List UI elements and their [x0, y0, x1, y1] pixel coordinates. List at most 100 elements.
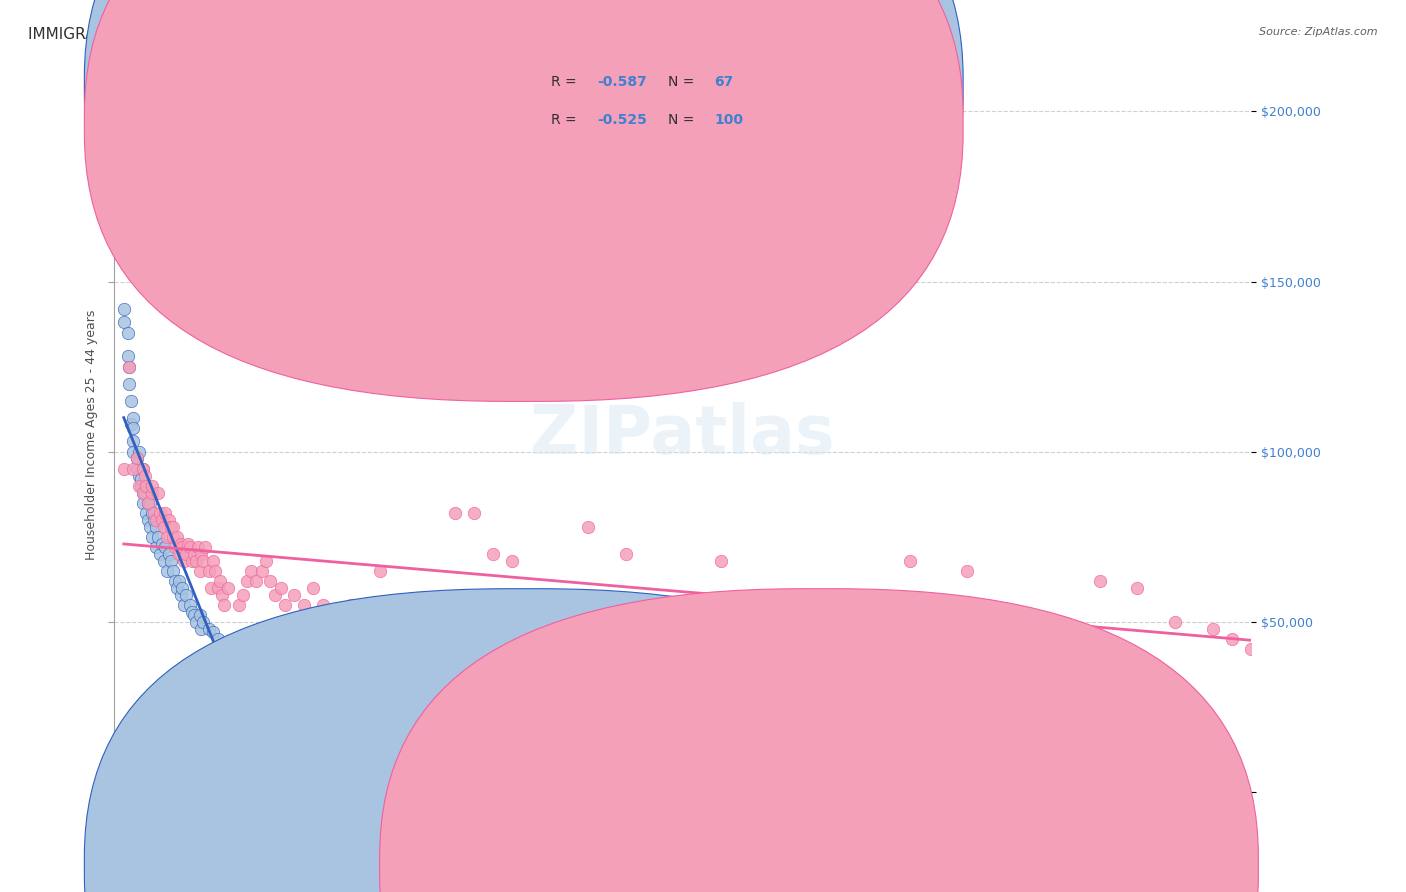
Text: R =: R = [551, 75, 581, 89]
Point [204, 564, 226, 578]
Point [387, 607, 409, 622]
Point [122, 410, 145, 425]
Point [181, 605, 204, 619]
Point [312, 598, 335, 612]
Point [188, 564, 211, 578]
Point [145, 519, 167, 533]
Point [172, 540, 194, 554]
Point [128, 444, 150, 458]
Point [145, 540, 167, 554]
Point [259, 574, 281, 588]
Point [444, 506, 467, 520]
Point [125, 451, 148, 466]
Point [131, 485, 153, 500]
Point [406, 615, 429, 629]
Point [134, 485, 156, 500]
Point [141, 485, 163, 500]
Point [482, 547, 505, 561]
Point [226, 656, 249, 670]
Point [146, 530, 169, 544]
Text: R =: R = [551, 112, 581, 127]
Text: Immigrants from Afghanistan: Immigrants from Afghanistan [548, 860, 731, 872]
Point [254, 676, 277, 690]
Point [156, 564, 179, 578]
Point [112, 301, 135, 316]
Point [129, 472, 152, 486]
Point [138, 496, 160, 510]
Point [211, 588, 233, 602]
Point [163, 540, 186, 554]
Point [177, 536, 200, 550]
Point [122, 444, 145, 458]
Point [162, 519, 184, 533]
Point [1050, 632, 1073, 646]
Point [179, 598, 201, 612]
Point [183, 607, 205, 622]
Point [162, 530, 184, 544]
Point [117, 326, 139, 340]
Point [117, 350, 139, 364]
Point [112, 155, 135, 169]
Point [139, 496, 162, 510]
Point [141, 530, 163, 544]
Point [710, 553, 733, 567]
Point [145, 513, 167, 527]
Point [146, 485, 169, 500]
Point [188, 607, 211, 622]
Point [1126, 581, 1149, 595]
Point [112, 461, 135, 475]
Point [166, 530, 188, 544]
Point [152, 519, 174, 533]
Point [139, 519, 162, 533]
Point [614, 547, 637, 561]
Point [217, 642, 239, 657]
Point [138, 513, 160, 527]
Point [425, 622, 447, 636]
Point [173, 598, 195, 612]
Point [226, 656, 249, 670]
Point [236, 662, 259, 676]
Point [201, 553, 224, 567]
Text: N =: N = [668, 75, 699, 89]
Point [174, 588, 197, 602]
Point [1088, 574, 1111, 588]
Point [823, 632, 845, 646]
Point [270, 581, 292, 595]
Point [125, 451, 148, 466]
Point [120, 393, 142, 408]
Point [143, 513, 166, 527]
Point [520, 598, 543, 612]
Point [302, 581, 325, 595]
Text: 0.0%: 0.0% [114, 821, 146, 833]
Text: -0.525: -0.525 [598, 112, 647, 127]
Point [194, 540, 217, 554]
Point [1164, 615, 1187, 629]
Point [1240, 642, 1263, 657]
Point [359, 615, 381, 629]
Point [156, 530, 179, 544]
Point [184, 615, 207, 629]
Point [898, 553, 921, 567]
Point [169, 588, 191, 602]
Point [236, 574, 259, 588]
Point [128, 468, 150, 483]
Point [766, 588, 789, 602]
Point [129, 479, 152, 493]
Point [172, 581, 194, 595]
Point [228, 598, 250, 612]
Point [245, 669, 267, 683]
Text: Source: ZipAtlas.com: Source: ZipAtlas.com [1260, 27, 1378, 37]
Point [167, 547, 190, 561]
Text: -0.587: -0.587 [598, 75, 647, 89]
Point [118, 359, 141, 374]
Point [112, 315, 135, 329]
Point [157, 513, 180, 527]
Point [173, 553, 195, 567]
Point [193, 553, 215, 567]
Point [131, 461, 153, 475]
Point [274, 598, 297, 612]
Point [245, 574, 267, 588]
Point [143, 506, 166, 520]
Text: N =: N = [668, 112, 699, 127]
Text: ZIPatlas: ZIPatlas [530, 401, 835, 467]
